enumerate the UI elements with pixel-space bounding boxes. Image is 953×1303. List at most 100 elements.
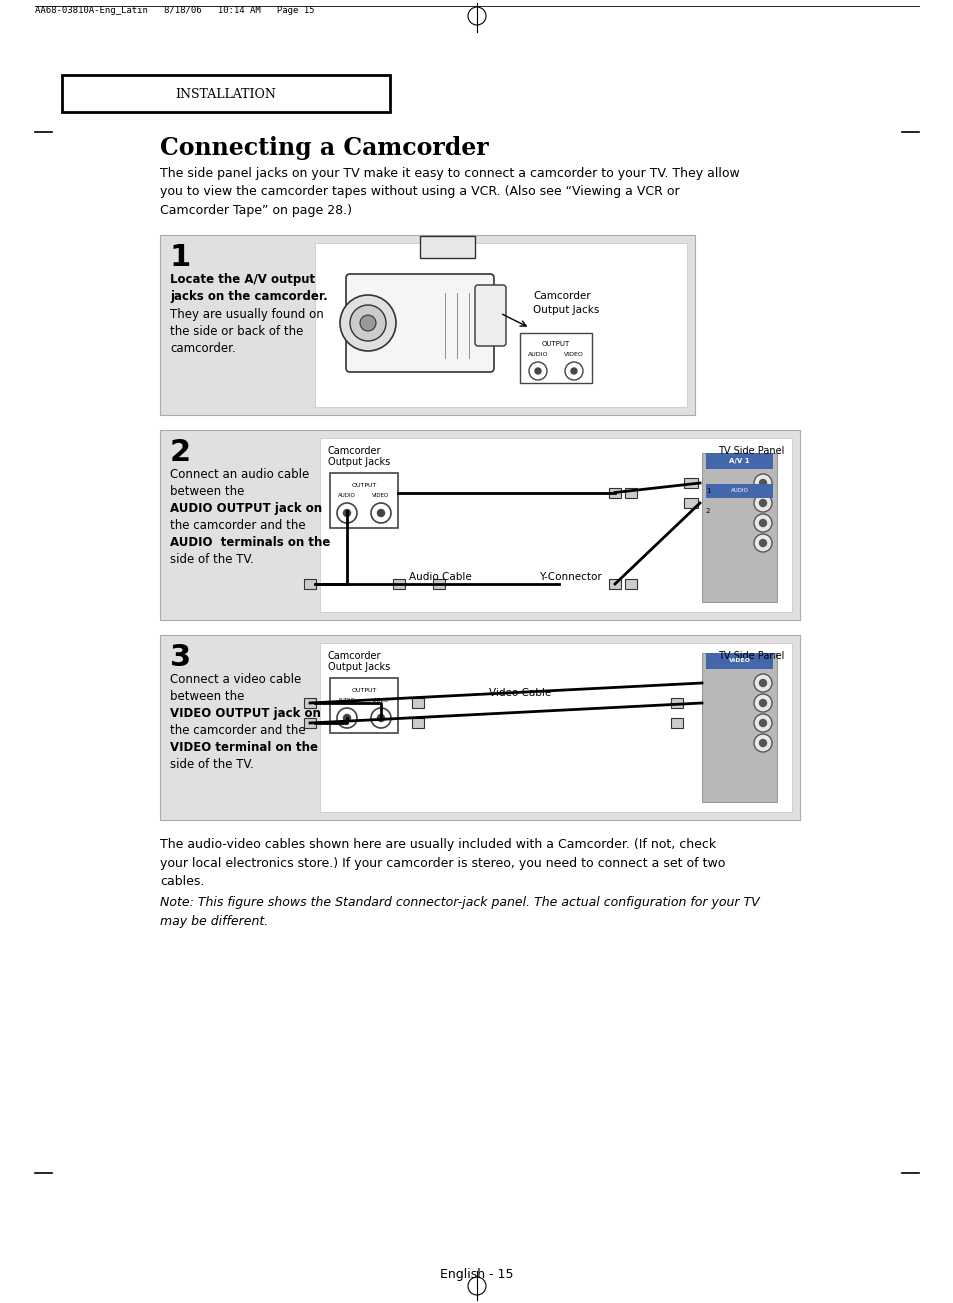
Text: Note: This figure shows the Standard connector-jack panel. The actual configurat: Note: This figure shows the Standard con… [160, 896, 759, 928]
Bar [683, 478, 698, 489]
Text: AUDIO: AUDIO [337, 493, 355, 498]
Bar [160, 430, 800, 620]
Circle shape [753, 674, 771, 692]
Bar [705, 453, 772, 469]
Bar [624, 579, 637, 589]
Text: VIDEO: VIDEO [372, 698, 389, 704]
Circle shape [377, 714, 384, 722]
Circle shape [753, 694, 771, 711]
Text: AUDIO: AUDIO [527, 352, 548, 357]
Circle shape [759, 539, 765, 546]
Text: AUDIO: AUDIO [337, 698, 355, 704]
Text: OUTPUT: OUTPUT [351, 688, 376, 693]
Text: English - 15: English - 15 [439, 1268, 514, 1281]
Text: VIDEO: VIDEO [728, 658, 750, 663]
Circle shape [759, 499, 765, 507]
Bar [62, 76, 390, 112]
Text: Output Jacks: Output Jacks [533, 305, 598, 315]
Text: AUDIO  terminals on the: AUDIO terminals on the [170, 536, 330, 549]
Text: Connect a video cable: Connect a video cable [170, 674, 301, 685]
Text: side of the TV.: side of the TV. [170, 758, 253, 771]
Text: the camcorder and the: the camcorder and the [170, 519, 305, 532]
Text: A/V 1: A/V 1 [728, 457, 749, 464]
Text: 2: 2 [170, 438, 191, 466]
Text: Camcorder: Camcorder [328, 652, 381, 661]
Circle shape [535, 367, 540, 374]
Bar [304, 718, 315, 728]
FancyBboxPatch shape [346, 274, 494, 371]
Bar [319, 642, 791, 812]
Text: Locate the A/V output: Locate the A/V output [170, 274, 314, 285]
Bar [433, 579, 444, 589]
Circle shape [759, 520, 765, 526]
Bar [608, 579, 620, 589]
Text: VIDEO OUTPUT jack on: VIDEO OUTPUT jack on [170, 708, 320, 721]
Bar [304, 698, 315, 708]
Circle shape [571, 367, 577, 374]
Text: Connecting a Camcorder: Connecting a Camcorder [160, 136, 488, 160]
Circle shape [753, 474, 771, 493]
Bar [330, 473, 397, 528]
Bar [608, 487, 620, 498]
Text: AUDIO OUTPUT jack on: AUDIO OUTPUT jack on [170, 502, 322, 515]
Circle shape [753, 513, 771, 532]
Text: between the: between the [170, 691, 244, 704]
Bar [319, 438, 791, 612]
Text: INSTALLATION: INSTALLATION [175, 89, 276, 102]
Bar [683, 498, 698, 508]
Text: the side or back of the: the side or back of the [170, 324, 303, 337]
Text: the camcorder and the: the camcorder and the [170, 724, 305, 737]
Circle shape [759, 480, 765, 486]
Bar [330, 678, 397, 734]
Circle shape [343, 714, 350, 722]
Circle shape [359, 315, 375, 331]
Text: 2: 2 [705, 508, 710, 513]
Bar [419, 236, 475, 258]
FancyBboxPatch shape [475, 285, 505, 347]
Circle shape [753, 494, 771, 512]
Bar [304, 579, 315, 589]
Text: 1: 1 [170, 242, 191, 272]
Text: VIDEO: VIDEO [563, 352, 583, 357]
Text: OUTPUT: OUTPUT [351, 483, 376, 489]
Text: VIDEO terminal on the: VIDEO terminal on the [170, 741, 317, 754]
Circle shape [753, 534, 771, 552]
Text: side of the TV.: side of the TV. [170, 552, 253, 566]
Bar [701, 653, 776, 803]
Text: VIDEO: VIDEO [372, 493, 389, 498]
Bar [705, 653, 772, 668]
Bar [412, 698, 423, 708]
Text: Output Jacks: Output Jacks [328, 662, 390, 672]
Text: OUTPUT: OUTPUT [541, 341, 570, 347]
Text: The side panel jacks on your TV make it easy to connect a camcorder to your TV. : The side panel jacks on your TV make it … [160, 167, 739, 218]
Text: between the: between the [170, 485, 244, 498]
Text: Video Cable: Video Cable [488, 688, 551, 698]
Bar [519, 334, 592, 383]
Bar [393, 579, 405, 589]
Text: AUDIO: AUDIO [730, 489, 748, 494]
Circle shape [759, 719, 765, 727]
Bar [670, 718, 682, 728]
Text: TV Side Panel: TV Side Panel [717, 446, 783, 456]
Circle shape [339, 294, 395, 351]
Bar [160, 635, 800, 820]
Text: camcorder.: camcorder. [170, 341, 235, 354]
Circle shape [343, 509, 350, 516]
Text: AA68-03810A-Eng_Latin   8/18/06   10:14 AM   Page 15: AA68-03810A-Eng_Latin 8/18/06 10:14 AM P… [35, 7, 314, 16]
Bar [701, 453, 776, 602]
Text: Camcorder: Camcorder [533, 291, 590, 301]
Bar [705, 483, 772, 498]
Circle shape [753, 714, 771, 732]
Circle shape [759, 679, 765, 687]
Text: They are usually found on: They are usually found on [170, 308, 323, 321]
Text: Connect an audio cable: Connect an audio cable [170, 468, 309, 481]
Circle shape [759, 700, 765, 706]
Bar [412, 718, 423, 728]
Circle shape [377, 509, 384, 516]
Text: The audio-video cables shown here are usually included with a Camcorder. (If not: The audio-video cables shown here are us… [160, 838, 724, 889]
Bar [624, 487, 637, 498]
Text: Camcorder: Camcorder [328, 446, 381, 456]
Bar [670, 698, 682, 708]
Circle shape [759, 740, 765, 747]
Text: Output Jacks: Output Jacks [328, 457, 390, 466]
